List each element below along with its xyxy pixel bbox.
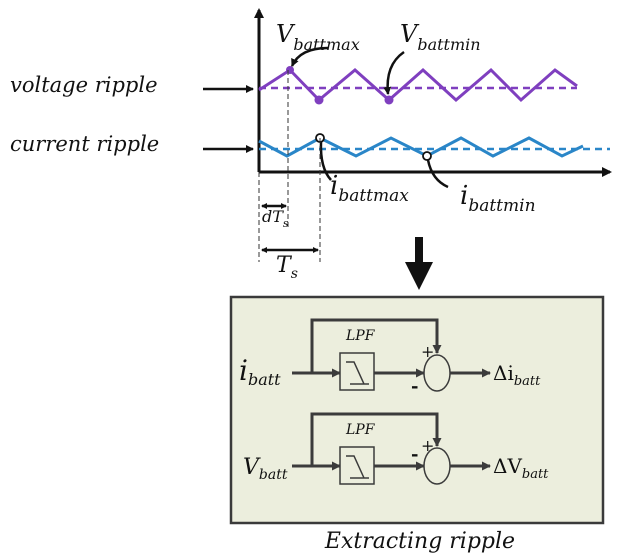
vbattmax-marker bbox=[286, 66, 294, 74]
ibattmax-pointer bbox=[319, 141, 332, 181]
process-arrow bbox=[405, 237, 433, 290]
vbattmin-marker-2 bbox=[384, 95, 394, 105]
voltage-channel: LPF + - Vbatt ΔVbatt bbox=[243, 412, 549, 485]
lpf-icon-voltage bbox=[346, 455, 369, 479]
ts-label: Ts bbox=[276, 253, 298, 282]
lpf-label-current: LPF bbox=[345, 328, 376, 344]
lpf-icon-current bbox=[346, 361, 369, 385]
output-delta-ibatt: Δibatt bbox=[493, 361, 541, 389]
vbattmax-label: Vbattmax bbox=[276, 20, 360, 54]
ibattmin-marker bbox=[422, 151, 432, 161]
plus-sign-voltage: + bbox=[421, 436, 434, 455]
vbattmax-pointer bbox=[290, 46, 329, 67]
voltage-ripple-wave bbox=[258, 67, 578, 103]
current-channel: LPF + - ibatt Δibatt bbox=[239, 318, 541, 397]
vbattmin-marker-1 bbox=[314, 95, 324, 105]
bypass-path-current bbox=[310, 318, 442, 373]
output-delta-vbatt: ΔVbatt bbox=[493, 454, 549, 482]
plus-sign-current: + bbox=[421, 342, 434, 361]
ripple-extraction-block: LPF + - ibatt Δibatt LPF + - Vbatt ΔVbat… bbox=[229, 295, 605, 525]
ibattmin-pointer bbox=[426, 159, 449, 189]
vbattmin-pointer bbox=[383, 50, 405, 95]
dts-label: dTs bbox=[262, 207, 289, 230]
input-vbatt: Vbatt bbox=[243, 455, 288, 483]
bypass-path-voltage bbox=[310, 412, 442, 466]
minus-sign-voltage: - bbox=[411, 444, 418, 465]
block-background bbox=[229, 295, 605, 525]
waveform-plot: voltage ripple current ripple Vbattmax V… bbox=[10, 8, 612, 282]
current-ripple-wave bbox=[258, 136, 584, 158]
voltage-ripple-label: voltage ripple bbox=[10, 73, 158, 97]
vbattmin-label: Vbattmin bbox=[400, 20, 481, 54]
block-caption: Extracting ripple bbox=[324, 529, 515, 554]
minus-sign-current: - bbox=[411, 376, 418, 397]
input-ibatt: ibatt bbox=[239, 354, 281, 389]
ibattmin-label: ibattmin bbox=[460, 181, 536, 216]
ibattmax-label: ibattmax bbox=[330, 171, 409, 206]
current-ripple-label: current ripple bbox=[10, 132, 159, 156]
lpf-label-voltage: LPF bbox=[345, 422, 376, 438]
